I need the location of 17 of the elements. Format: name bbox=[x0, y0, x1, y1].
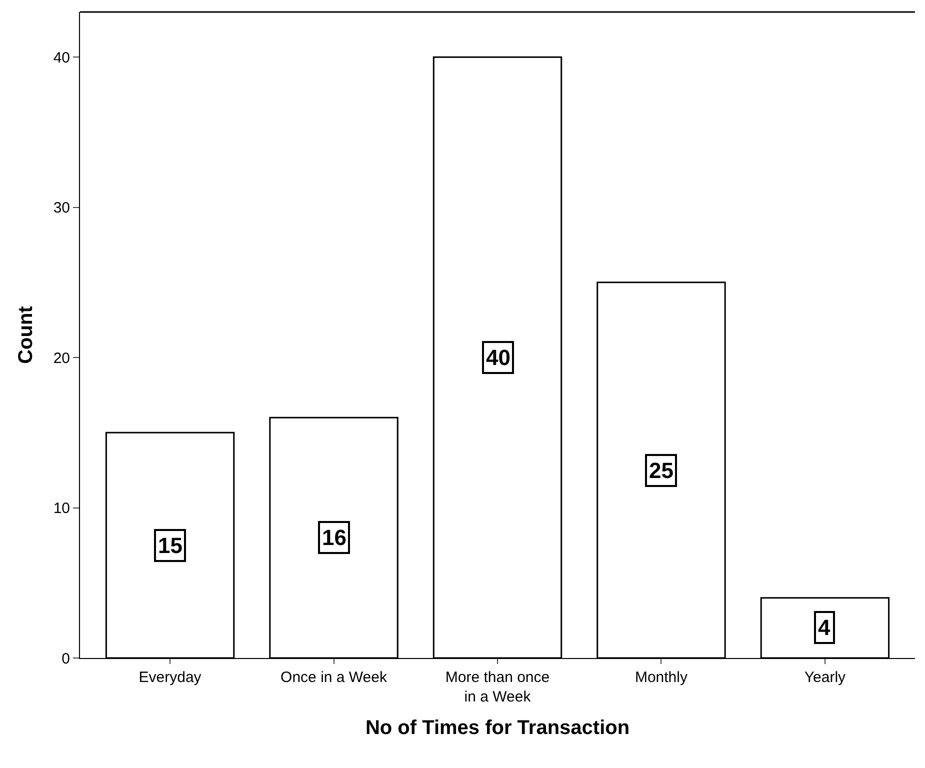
x-tick-label: Monthly bbox=[634, 669, 688, 686]
y-tick-label: 30 bbox=[53, 200, 70, 217]
y-tick-label: 20 bbox=[53, 350, 70, 367]
x-tick-label: More than once in a Week bbox=[445, 669, 550, 706]
x-tick-label: Everyday bbox=[138, 669, 202, 686]
y-tick-label: 0 bbox=[62, 650, 70, 668]
x-axis-title: No of Times for Transaction bbox=[365, 717, 630, 739]
y-axis-title: Count bbox=[14, 306, 37, 364]
x-tick-label: Once in a Week bbox=[280, 669, 388, 686]
y-tick-label: 10 bbox=[53, 500, 70, 518]
data-label: 25 bbox=[649, 458, 674, 483]
data-label: 40 bbox=[486, 345, 510, 370]
data-label: 15 bbox=[158, 533, 182, 558]
data-label: 4 bbox=[818, 615, 831, 640]
y-tick-label: 40 bbox=[53, 49, 70, 66]
data-label: 16 bbox=[322, 525, 346, 550]
x-tick-label: Yearly bbox=[804, 669, 846, 686]
